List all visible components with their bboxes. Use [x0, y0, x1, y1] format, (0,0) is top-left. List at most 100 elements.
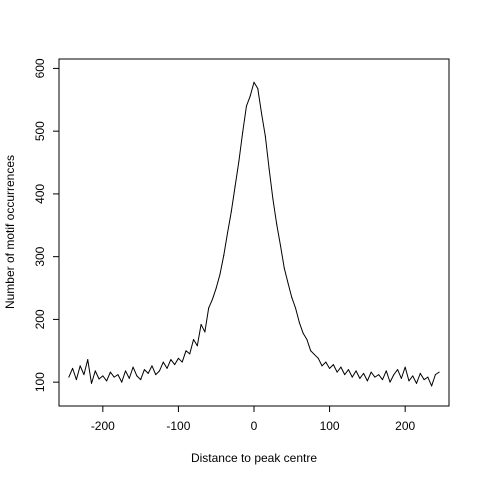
data-point: [102, 375, 104, 377]
data-point: [359, 377, 361, 379]
data-point: [159, 370, 161, 372]
data-point: [234, 185, 236, 187]
data-point: [431, 385, 433, 387]
y-tick-label: 600: [33, 58, 47, 78]
data-point: [181, 361, 183, 363]
data-point: [264, 135, 266, 137]
data-point: [306, 338, 308, 340]
data-point: [408, 380, 410, 382]
data-point: [94, 370, 96, 372]
data-point: [211, 298, 213, 300]
data-point: [204, 331, 206, 333]
data-point: [136, 375, 138, 377]
data-point: [151, 365, 153, 367]
data-point: [109, 371, 111, 373]
data-point: [291, 296, 293, 298]
data-point: [344, 374, 346, 376]
data-point: [283, 267, 285, 269]
data-point: [245, 105, 247, 107]
data-point: [351, 376, 353, 378]
data-point: [336, 371, 338, 373]
data-point: [310, 350, 312, 352]
data-point: [329, 367, 331, 369]
data-point: [438, 371, 440, 373]
plot-frame: [58, 58, 450, 407]
data-point: [189, 353, 191, 355]
data-point: [268, 168, 270, 170]
data-point: [242, 131, 244, 133]
data-point: [249, 95, 251, 97]
data-point: [75, 379, 77, 381]
data-point: [381, 379, 383, 381]
x-tick-label: 0: [251, 419, 258, 433]
data-point: [219, 273, 221, 275]
data-point: [302, 332, 304, 334]
data-point: [155, 374, 157, 376]
data-point: [272, 198, 274, 200]
data-point: [125, 370, 127, 372]
data-point: [404, 366, 406, 368]
data-point: [79, 365, 81, 367]
data-point: [185, 350, 187, 352]
data-point: [389, 381, 391, 383]
data-point: [416, 382, 417, 384]
x-axis: -200 -100 0 100 200: [91, 406, 415, 433]
y-tick-label: 400: [33, 184, 47, 204]
data-point: [196, 345, 198, 347]
data-point: [166, 367, 168, 369]
data-point: [215, 287, 217, 289]
x-tick-label: -100: [166, 419, 190, 433]
data-point: [200, 323, 202, 325]
data-point: [113, 376, 115, 378]
data-point: [332, 364, 334, 366]
data-point: [295, 307, 297, 309]
y-tick-label: 100: [33, 372, 47, 392]
data-point: [208, 307, 210, 309]
data-point: [117, 374, 119, 376]
data-point: [227, 232, 229, 234]
data-point: [193, 338, 195, 340]
y-tick-label: 300: [33, 246, 47, 266]
data-point: [238, 160, 240, 162]
data-point: [370, 371, 372, 373]
data-point: [423, 379, 425, 381]
data-point: [162, 361, 164, 363]
data-point: [230, 210, 232, 212]
data-point: [427, 376, 429, 378]
data-point: [140, 379, 142, 381]
data-point: [419, 372, 421, 374]
data-point: [83, 374, 85, 376]
data-point: [378, 374, 380, 376]
data-point: [132, 366, 134, 368]
data-point: [143, 369, 145, 371]
data-point: [279, 244, 281, 246]
data-point: [393, 374, 395, 376]
data-point: [87, 359, 89, 361]
data-point: [366, 380, 368, 382]
x-tick-label: 200: [395, 419, 415, 433]
data-point: [223, 254, 225, 256]
y-axis: 100 200 300 400 500 600: [33, 58, 59, 392]
data-point: [434, 374, 436, 376]
data-point: [261, 113, 263, 115]
data-point: [253, 81, 255, 83]
data-point: [91, 382, 92, 384]
data-point: [412, 375, 414, 377]
data-point: [317, 357, 319, 359]
data-point: [298, 322, 300, 324]
data-point: [321, 365, 323, 367]
data-point: [257, 87, 259, 89]
series-layer: [68, 81, 440, 387]
series-line: [68, 81, 440, 387]
data-point: [340, 366, 342, 368]
data-point: [363, 372, 365, 374]
data-point: [313, 354, 315, 356]
data-point: [174, 364, 176, 366]
x-axis-label: Distance to peak centre: [191, 451, 317, 465]
y-axis-label: Number of motif occurrences: [3, 155, 17, 309]
data-point: [98, 378, 100, 380]
data-point: [121, 381, 123, 383]
data-point: [170, 359, 172, 361]
data-point: [68, 376, 70, 378]
